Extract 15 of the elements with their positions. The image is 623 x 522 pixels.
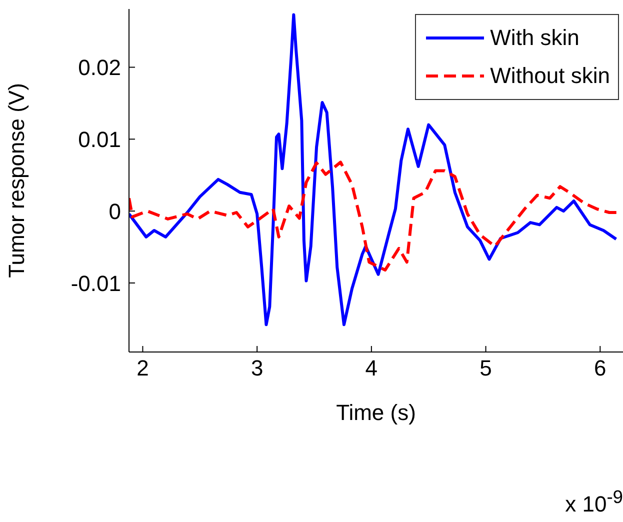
legend-label: With skin	[490, 24, 580, 52]
y-axis-title: Tumor response (V)	[4, 83, 29, 278]
x-tick-label: 2	[136, 356, 149, 381]
x-tick-label: 4	[365, 356, 378, 381]
text: x 10$^{-9}$	[565, 486, 623, 518]
y-tick-label: 0	[108, 198, 121, 224]
line-series	[129, 13, 618, 326]
x-axis-title: Time (s)	[336, 400, 416, 425]
x-tick-label: 5	[480, 356, 492, 381]
y-tick-label: -0.01	[70, 270, 121, 296]
x-tick-label: 3	[250, 356, 264, 381]
y-tick-label: 0.02	[78, 55, 121, 80]
y-tick-label: 0.01	[78, 126, 121, 152]
x-tick-label: 6	[594, 356, 606, 381]
legend-label: Without skin	[490, 62, 610, 90]
